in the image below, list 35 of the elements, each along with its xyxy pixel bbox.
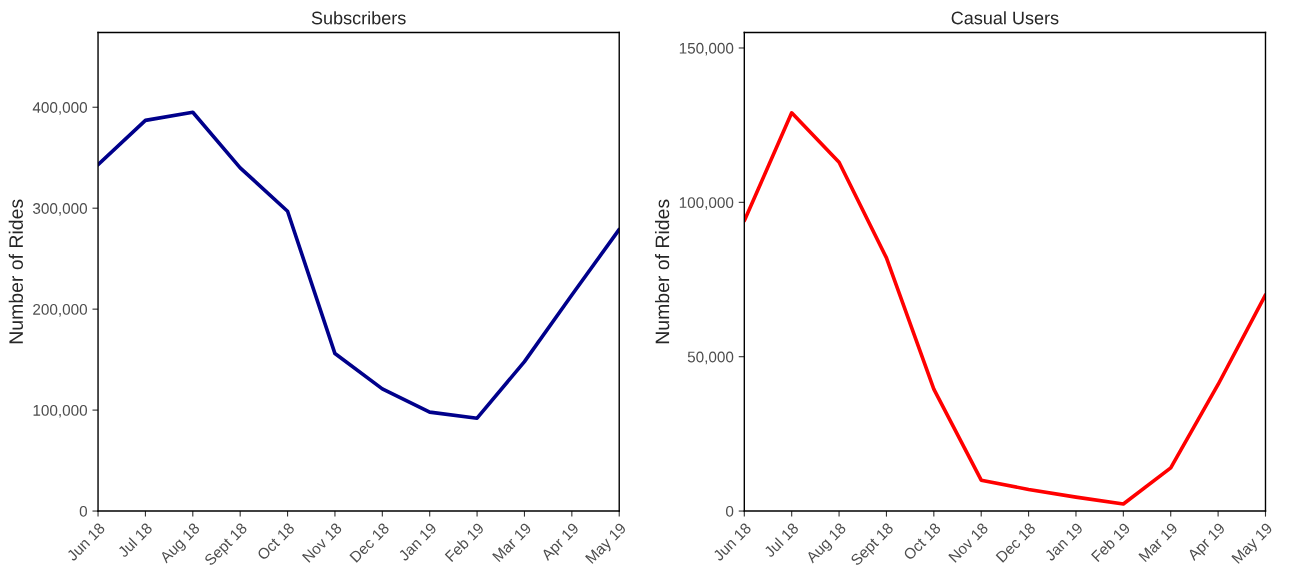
y-tick-label: 400,000 xyxy=(32,102,88,115)
chart-title: Casual Users xyxy=(951,11,1059,25)
y-tick-label: 200,000 xyxy=(33,304,88,317)
y-tick-label: 300,000 xyxy=(32,203,88,216)
x-tick-label: Aug 18 xyxy=(805,522,849,566)
y-tick-label: 100,000 xyxy=(679,197,734,210)
x-tick-label: Jul 18 xyxy=(116,521,153,559)
x-tick-label: Feb 19 xyxy=(1090,521,1131,563)
chart-title: Subscribers xyxy=(311,11,406,25)
x-tick-label: Jul 18 xyxy=(763,521,800,559)
x-tick-label: Jun 18 xyxy=(712,522,752,562)
y-tick-label: 100,000 xyxy=(33,404,88,418)
x-tick-label: Oct 18 xyxy=(902,522,942,561)
line-series xyxy=(744,111,1266,506)
x-tick-label: Dec 18 xyxy=(995,522,1037,563)
x-tick-label: Apr 19 xyxy=(540,522,582,564)
y-axis-title: Number of Rides xyxy=(8,199,23,344)
x-tick-label: Mar 19 xyxy=(1138,522,1179,563)
x-tick-label: Jan 19 xyxy=(397,522,438,562)
y-tick-label: 50,000 xyxy=(687,351,734,365)
x-tick-label: Mar 19 xyxy=(492,522,532,563)
x-tick-label: Nov 18 xyxy=(301,522,343,563)
x-tick-label: Jan 19 xyxy=(1043,522,1084,562)
line-series xyxy=(98,110,620,420)
x-tick-label: Aug 18 xyxy=(158,522,203,566)
y-tick-label: 0 xyxy=(79,505,88,517)
x-tick-label: Oct 18 xyxy=(256,522,296,561)
y-tick-label: 0 xyxy=(725,505,734,517)
y-tick-label: 150,000 xyxy=(679,42,734,56)
x-tick-label: Dec 18 xyxy=(349,522,390,563)
x-tick-label: Nov 18 xyxy=(948,522,989,563)
x-tick-label: Feb 19 xyxy=(444,521,485,563)
y-axis-title: Number of Rides xyxy=(654,199,670,344)
x-tick-label: Jun 18 xyxy=(66,522,106,562)
x-tick-label: Apr 19 xyxy=(1186,522,1228,564)
